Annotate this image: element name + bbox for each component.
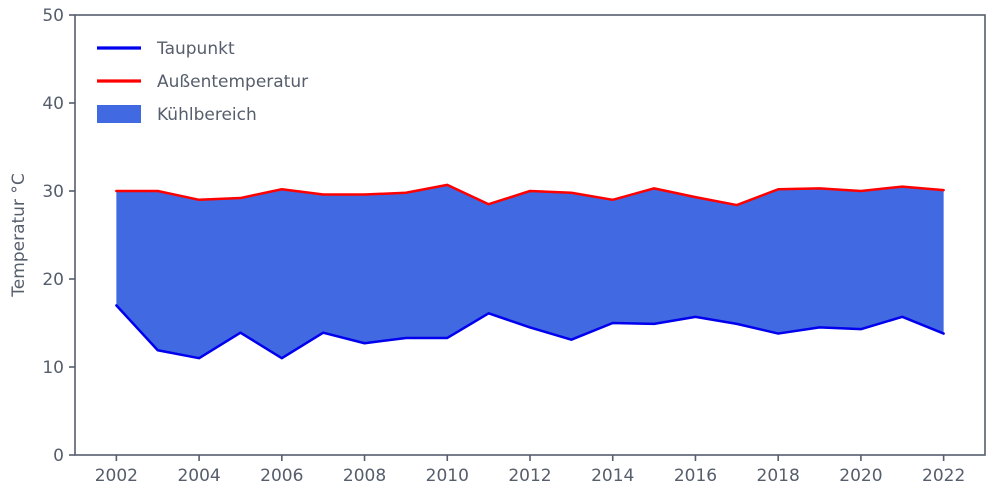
x-tick-label: 2016 [674, 466, 717, 486]
taupunkt-line [115, 304, 945, 360]
x-tick-label: 2022 [922, 466, 965, 486]
x-tick-label: 2012 [508, 466, 551, 486]
y-tick-label: 20 [42, 270, 64, 290]
y-tick-label: 50 [42, 6, 64, 26]
legend-swatch-patch [97, 105, 141, 123]
x-tick-label: 2018 [757, 466, 800, 486]
legend-label: Kühlbereich [157, 105, 257, 125]
y-tick-label: 30 [42, 182, 64, 202]
y-tick-label: 0 [53, 446, 64, 466]
au-entemperatur-line [115, 183, 945, 207]
x-tick-label: 2002 [95, 466, 138, 486]
y-axis-label: Temperatur °C [9, 173, 29, 297]
x-tick-label: 2004 [177, 466, 220, 486]
legend-label: Außentemperatur [157, 72, 308, 92]
x-tick-label: 2010 [426, 466, 469, 486]
kuehlbereich-area [116, 184, 944, 359]
legend-label: Taupunkt [156, 39, 235, 59]
y-tick-label: 10 [42, 358, 64, 378]
x-tick-label: 2014 [591, 466, 634, 486]
x-tick-label: 2006 [260, 466, 303, 486]
x-tick-label: 2008 [343, 466, 386, 486]
x-tick-label: 2020 [839, 466, 882, 486]
y-tick-label: 40 [42, 94, 64, 114]
